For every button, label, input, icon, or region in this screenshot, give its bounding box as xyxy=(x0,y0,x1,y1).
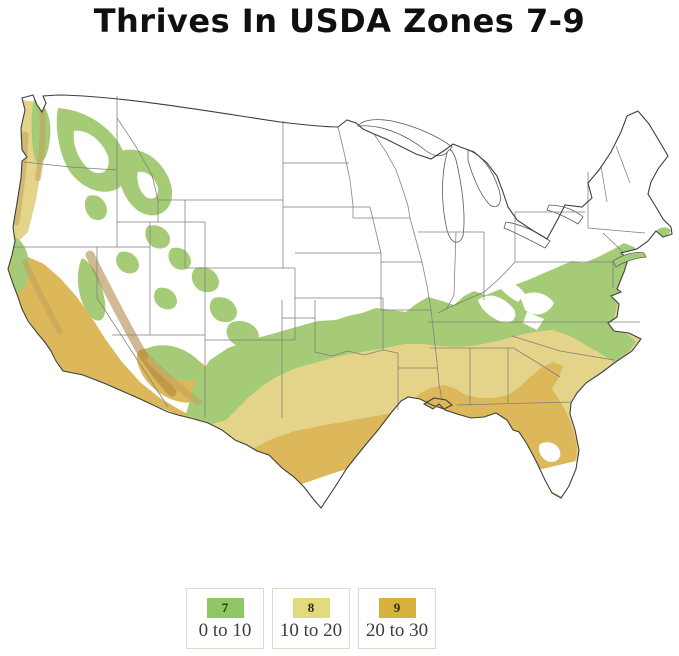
legend-item-zone9: 9 20 to 30 xyxy=(358,588,436,649)
zone8-range-label: 10 to 20 xyxy=(279,620,343,641)
zone9-swatch: 9 xyxy=(378,598,416,618)
zone7-number: 7 xyxy=(221,600,229,615)
page-title: Thrives In USDA Zones 7-9 xyxy=(93,2,586,40)
great-lakes xyxy=(357,119,584,249)
terrain-shading xyxy=(12,105,202,406)
zone9-range-label: 20 to 30 xyxy=(365,620,429,641)
zone8-number: 8 xyxy=(307,600,315,615)
zone9-number: 9 xyxy=(393,600,401,615)
legend-item-zone7: 7 0 to 10 xyxy=(186,588,264,649)
zone7-range-label: 0 to 10 xyxy=(198,620,252,641)
zone8-swatch: 8 xyxy=(292,598,330,618)
legend-item-zone8: 8 10 to 20 xyxy=(272,588,350,649)
long-island xyxy=(612,252,647,268)
zone7-swatch: 7 xyxy=(206,598,244,618)
legend: 7 0 to 10 8 10 to 20 9 20 to 30 xyxy=(186,588,436,649)
state-borders xyxy=(13,96,646,418)
us-outline xyxy=(7,94,673,509)
